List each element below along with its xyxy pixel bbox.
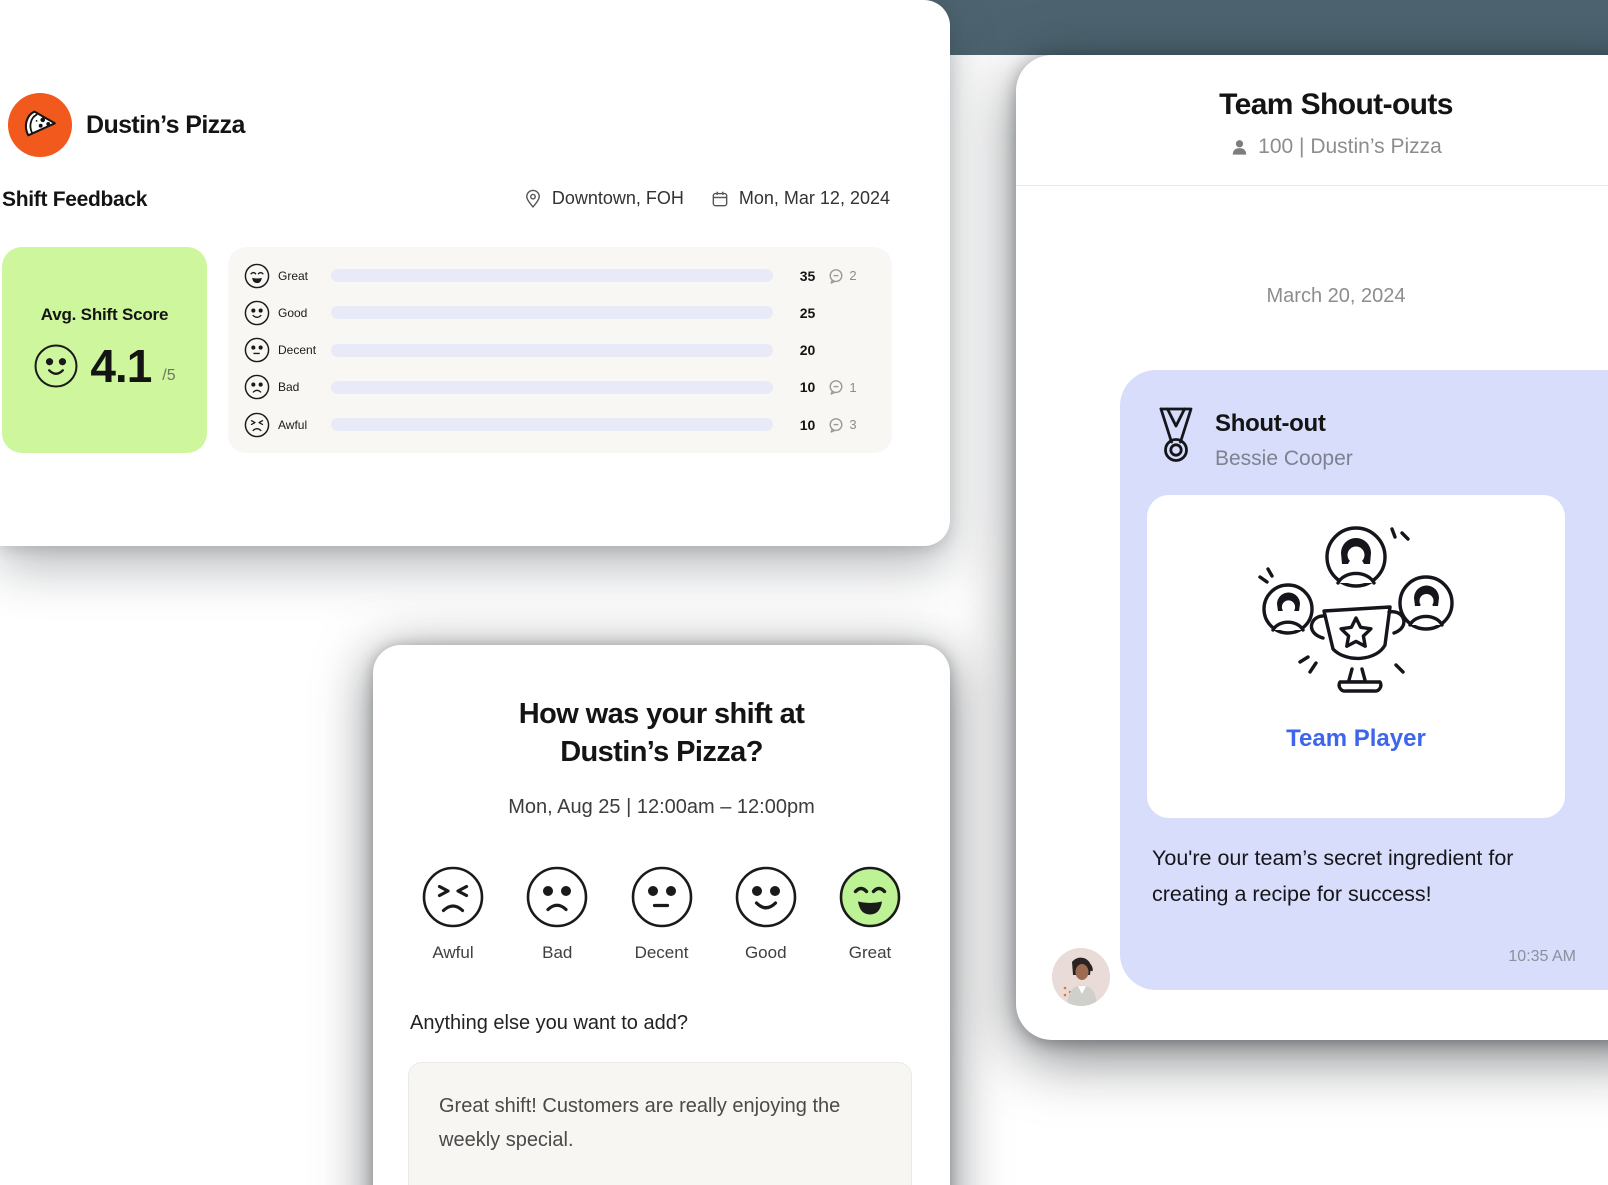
avg-score-label: Avg. Shift Score bbox=[40, 305, 169, 324]
shift-survey-card: How was your shift at Dustin’s Pizza? Mo… bbox=[373, 645, 950, 1185]
shoutout-message-text: You're our team’s secret ingredient for … bbox=[1152, 846, 1514, 906]
trophy-team-illustration bbox=[1258, 526, 1454, 693]
pizza-logo-icon bbox=[8, 93, 72, 157]
subtitle-text: 100 | Dustin’s Pizza bbox=[1258, 135, 1442, 158]
message-timestamp: 10:35 AM bbox=[1508, 948, 1576, 965]
avg-score-value: 4.1 bbox=[90, 340, 152, 392]
bar-label: Great bbox=[278, 268, 309, 283]
shoutouts-subtitle: 100 | Dustin’s Pizza bbox=[1016, 135, 1608, 159]
shoutout-recipient: Bessie Cooper bbox=[1215, 447, 1353, 470]
shoutout-card-header: Shout-out Bessie Cooper bbox=[1157, 406, 1353, 471]
comment-count: 1 bbox=[849, 379, 857, 395]
survey-title: How was your shift at Dustin’s Pizza? bbox=[518, 698, 805, 768]
smiley-face-icon bbox=[34, 344, 78, 388]
option-label: Good bbox=[744, 943, 787, 962]
comment-count: 2 bbox=[849, 268, 857, 283]
open-question-label: Anything else you want to add? bbox=[410, 1012, 688, 1034]
rating-options: Awful Bad Decent Good Great bbox=[421, 865, 902, 963]
shoutouts-title: Team Shout-outs bbox=[1219, 88, 1453, 121]
comment-bubble-icon bbox=[829, 380, 843, 395]
option-label: Awful bbox=[432, 943, 474, 962]
shift-meta: Downtown, FOH Mon, Mar 12, 2024 bbox=[523, 188, 890, 209]
comment-bubble-icon bbox=[829, 268, 843, 284]
decent-face-icon bbox=[631, 866, 692, 928]
option-label: Great bbox=[848, 943, 892, 962]
chart-row-bad: Bad 10 1 bbox=[244, 374, 868, 401]
chart-row-decent: Decent 20 bbox=[244, 337, 868, 364]
good-face-icon bbox=[735, 866, 797, 928]
date-chip: Mon, Mar 12, 2024 bbox=[710, 188, 890, 209]
section-title: Shift Feedback bbox=[2, 188, 148, 211]
header-divider bbox=[1016, 185, 1608, 186]
shoutout-date: March 20, 2024 bbox=[1266, 285, 1406, 307]
comment-count: 3 bbox=[849, 417, 857, 432]
bad-face-icon bbox=[244, 374, 270, 400]
bar-track bbox=[330, 306, 773, 320]
location-text: Downtown, FOH bbox=[551, 188, 684, 208]
award-badge-label: Team Player bbox=[1286, 725, 1426, 752]
rating-option-great[interactable]: Great bbox=[838, 865, 902, 963]
team-shoutouts-panel: Team Shout-outs 100 | Dustin’s Pizza Mar… bbox=[1016, 55, 1608, 1040]
comments-chip[interactable]: 1 bbox=[815, 379, 868, 395]
shoutout-card-title: Shout-out bbox=[1215, 410, 1326, 437]
rating-option-bad[interactable]: Bad bbox=[525, 865, 589, 963]
brand-header: Dustin’s Pizza bbox=[8, 93, 245, 157]
comments-chip[interactable]: 3 bbox=[815, 417, 868, 433]
rating-option-decent[interactable]: Decent bbox=[630, 865, 694, 963]
avg-score-denominator: /5 bbox=[162, 367, 176, 384]
bar-label: Good bbox=[278, 305, 308, 320]
shift-feedback-card: Dustin’s Pizza Shift Feedback Downtown, … bbox=[0, 0, 950, 546]
comments-chip[interactable]: 2 bbox=[815, 268, 868, 284]
option-label: Decent bbox=[634, 943, 689, 962]
bar-track bbox=[330, 269, 773, 282]
option-label: Bad bbox=[542, 943, 573, 962]
calendar-icon bbox=[712, 191, 728, 206]
location-pin-icon bbox=[525, 189, 540, 208]
rating-option-awful[interactable]: Awful bbox=[421, 865, 485, 963]
awful-face-icon bbox=[244, 412, 270, 437]
date-text: Mon, Mar 12, 2024 bbox=[738, 188, 890, 208]
bar-value: 10 bbox=[799, 416, 816, 433]
person-icon bbox=[1232, 139, 1247, 155]
bar-value: 20 bbox=[799, 342, 816, 358]
chart-row-good: Good 25 bbox=[244, 299, 868, 326]
shoutouts-header: Team Shout-outs 100 | Dustin’s Pizza bbox=[1016, 88, 1608, 159]
bar-track bbox=[330, 380, 773, 394]
ratings-bar-chart: Great 35 2 Good 25 Decent bbox=[228, 247, 892, 453]
bar-label: Decent bbox=[278, 343, 317, 357]
shoutout-message-bubble: Shout-out Bessie Cooper bbox=[1120, 370, 1608, 990]
survey-shift-datetime: Mon, Aug 25 | 12:00am – 12:00pm bbox=[508, 796, 815, 818]
rating-option-good[interactable]: Good bbox=[734, 865, 798, 963]
sender-avatar bbox=[1052, 948, 1110, 1006]
avg-score-card: Avg. Shift Score 4.1 /5 bbox=[2, 247, 207, 453]
bad-face-icon bbox=[526, 866, 588, 928]
location-chip: Downtown, FOH bbox=[523, 188, 684, 209]
medal-icon bbox=[1159, 407, 1193, 462]
bar-track bbox=[330, 343, 773, 357]
bar-value: 25 bbox=[799, 304, 816, 321]
chart-row-awful: Awful 10 3 bbox=[244, 411, 868, 438]
answer-textarea[interactable]: Great shift! Customers are really enjoyi… bbox=[408, 1062, 912, 1185]
bar-value: 35 bbox=[799, 267, 816, 284]
awful-face-icon bbox=[422, 866, 484, 928]
award-card: Team Player bbox=[1147, 495, 1565, 818]
chart-row-great: Great 35 2 bbox=[244, 262, 868, 289]
great-face-icon bbox=[244, 263, 270, 288]
bar-label: Bad bbox=[278, 380, 300, 395]
comment-bubble-icon bbox=[829, 417, 843, 433]
good-face-icon bbox=[244, 300, 270, 326]
decent-face-icon bbox=[244, 337, 270, 363]
bar-value: 10 bbox=[799, 379, 816, 396]
great-face-icon bbox=[839, 866, 901, 928]
bar-track bbox=[330, 418, 773, 431]
bar-label: Awful bbox=[278, 417, 308, 432]
brand-name: Dustin’s Pizza bbox=[86, 110, 245, 139]
